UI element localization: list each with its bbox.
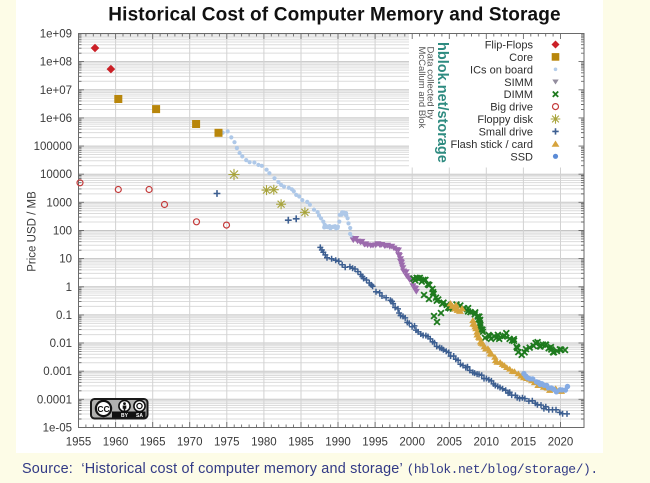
svg-text:1e+08: 1e+08 bbox=[40, 57, 72, 69]
svg-text:1e-05: 1e-05 bbox=[43, 423, 72, 435]
svg-text:hblok.net/storage: hblok.net/storage bbox=[434, 42, 450, 163]
svg-text:1e+07: 1e+07 bbox=[40, 85, 72, 97]
svg-text:1965: 1965 bbox=[140, 437, 166, 449]
svg-text:Data collected by: Data collected by bbox=[425, 47, 436, 120]
svg-text:1985: 1985 bbox=[288, 437, 314, 449]
svg-text:SA: SA bbox=[136, 413, 143, 419]
svg-text:Historical Cost of Computer Me: Historical Cost of Computer Memory and S… bbox=[108, 5, 560, 26]
svg-text:0.1: 0.1 bbox=[56, 310, 72, 322]
svg-text:Floppy disk: Floppy disk bbox=[477, 114, 533, 126]
svg-text:10: 10 bbox=[59, 254, 72, 266]
svg-text:ICs on board: ICs on board bbox=[470, 64, 533, 76]
svg-text:CC: CC bbox=[97, 404, 109, 414]
svg-text:Price USD / MB: Price USD / MB bbox=[27, 191, 39, 272]
svg-text:1990: 1990 bbox=[325, 437, 351, 449]
svg-text:BY: BY bbox=[121, 413, 129, 419]
svg-text:1975: 1975 bbox=[214, 437, 240, 449]
svg-text:McCallum and Blok: McCallum and Blok bbox=[416, 47, 427, 129]
svg-text:2000: 2000 bbox=[399, 437, 425, 449]
svg-text:1e+06: 1e+06 bbox=[40, 113, 72, 125]
svg-text:1: 1 bbox=[66, 282, 72, 294]
svg-text:Flash stick / card: Flash stick / card bbox=[450, 139, 533, 151]
svg-text:2020: 2020 bbox=[548, 437, 574, 449]
svg-text:0.01: 0.01 bbox=[50, 338, 72, 350]
svg-text:Small drive: Small drive bbox=[479, 126, 533, 138]
svg-text:1955: 1955 bbox=[66, 437, 92, 449]
svg-text:Source: ‘Historical cost of c: Source: ‘Historical cost of computer mem… bbox=[22, 461, 598, 477]
svg-text:100000: 100000 bbox=[34, 141, 72, 153]
svg-text:Big drive: Big drive bbox=[490, 102, 533, 114]
svg-text:2010: 2010 bbox=[474, 437, 500, 449]
svg-text:0.001: 0.001 bbox=[43, 366, 72, 378]
svg-text:2005: 2005 bbox=[437, 437, 463, 449]
svg-text:1000: 1000 bbox=[46, 197, 72, 209]
svg-text:SIMM: SIMM bbox=[504, 77, 533, 89]
svg-text:1e+09: 1e+09 bbox=[40, 29, 72, 41]
svg-text:1960: 1960 bbox=[103, 437, 129, 449]
svg-text:100: 100 bbox=[53, 226, 72, 238]
svg-text:1970: 1970 bbox=[177, 437, 203, 449]
svg-text:SSD: SSD bbox=[510, 151, 533, 163]
svg-text:DIMM: DIMM bbox=[504, 89, 533, 101]
svg-text:1995: 1995 bbox=[362, 437, 388, 449]
svg-text:10000: 10000 bbox=[40, 169, 72, 181]
svg-text:0.0001: 0.0001 bbox=[37, 394, 72, 406]
svg-text:1980: 1980 bbox=[251, 437, 277, 449]
svg-text:2015: 2015 bbox=[511, 437, 537, 449]
svg-text:Core: Core bbox=[509, 52, 533, 64]
svg-text:Flip-Flops: Flip-Flops bbox=[485, 40, 534, 52]
